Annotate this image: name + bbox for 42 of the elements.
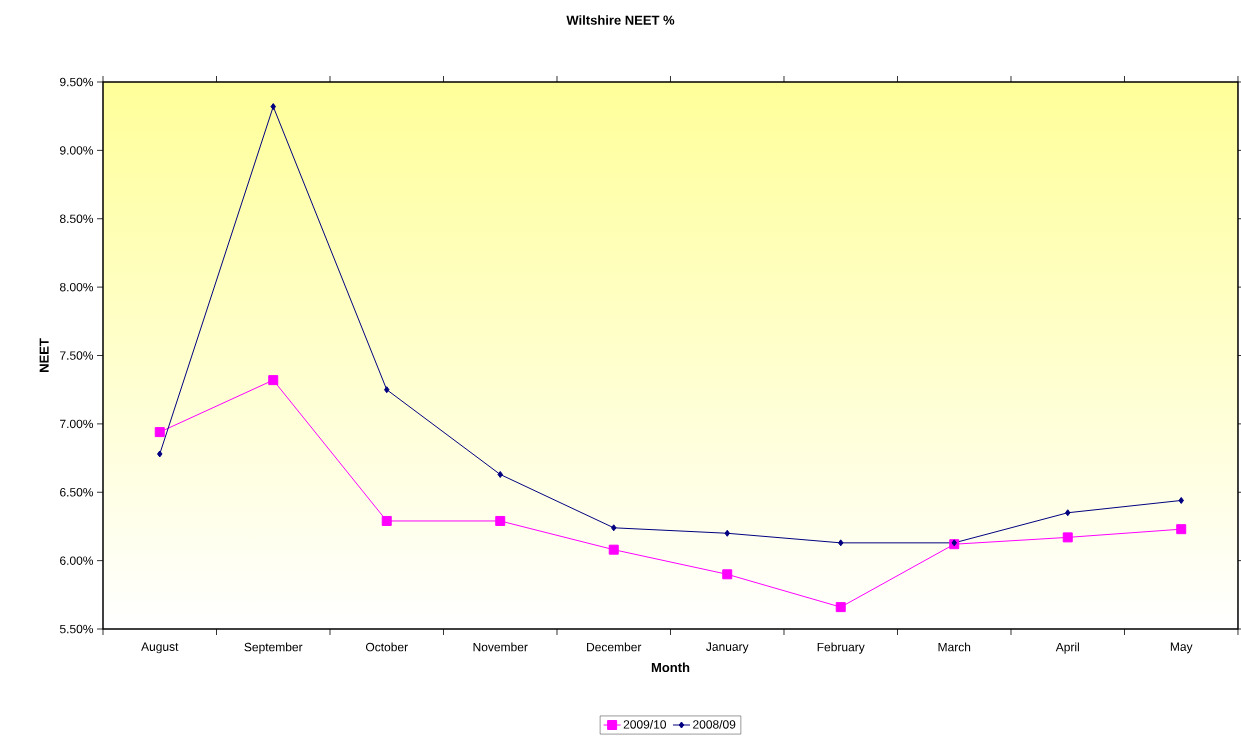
y-tick-label: 5.50%	[59, 624, 94, 634]
x-tick-label: January	[706, 642, 749, 654]
x-tick-label: September	[244, 642, 303, 654]
point	[608, 544, 619, 555]
x-tick-label: December	[587, 642, 642, 652]
y-tick-label: 8.00%	[59, 282, 94, 292]
point	[1176, 524, 1187, 535]
y-tick-label: 6.00%	[60, 556, 94, 565]
y-tick-label: 7.50%	[60, 351, 94, 360]
y-tick-label: 6.50%	[60, 488, 94, 497]
point	[495, 515, 506, 526]
x-tick-label: April	[1055, 642, 1079, 654]
x-tick-label: February	[817, 642, 865, 654]
x-tick-label: November	[473, 642, 528, 652]
y-tick-label: 7.00%	[60, 419, 94, 429]
y-tick-label: 9.00%	[60, 146, 94, 155]
point	[1178, 496, 1184, 504]
chart-title: Wiltshire NEET %	[566, 15, 675, 25]
x-tick-label: May	[1170, 642, 1193, 654]
point	[154, 427, 165, 438]
legend-label: 2009/10	[623, 719, 667, 729]
x-axis-title: Month	[651, 662, 690, 673]
y-tick-label: 8.50%	[59, 214, 94, 223]
legend-label: 2008/09	[693, 719, 736, 729]
y-axis-title: NEET	[39, 338, 49, 372]
point	[381, 515, 392, 526]
y-tick-label: 9.50%	[60, 77, 94, 87]
point	[1062, 532, 1073, 543]
point	[610, 524, 617, 532]
point	[722, 569, 733, 580]
point	[268, 375, 279, 386]
point	[384, 386, 390, 394]
x-tick-label: March	[938, 642, 971, 652]
point	[835, 602, 846, 613]
point	[270, 103, 276, 111]
point	[157, 450, 163, 458]
point	[1064, 509, 1071, 517]
x-tick-label: August	[141, 642, 179, 654]
point	[837, 539, 844, 547]
point	[724, 529, 730, 537]
x-tick-label: October	[365, 642, 408, 652]
point	[497, 470, 503, 478]
